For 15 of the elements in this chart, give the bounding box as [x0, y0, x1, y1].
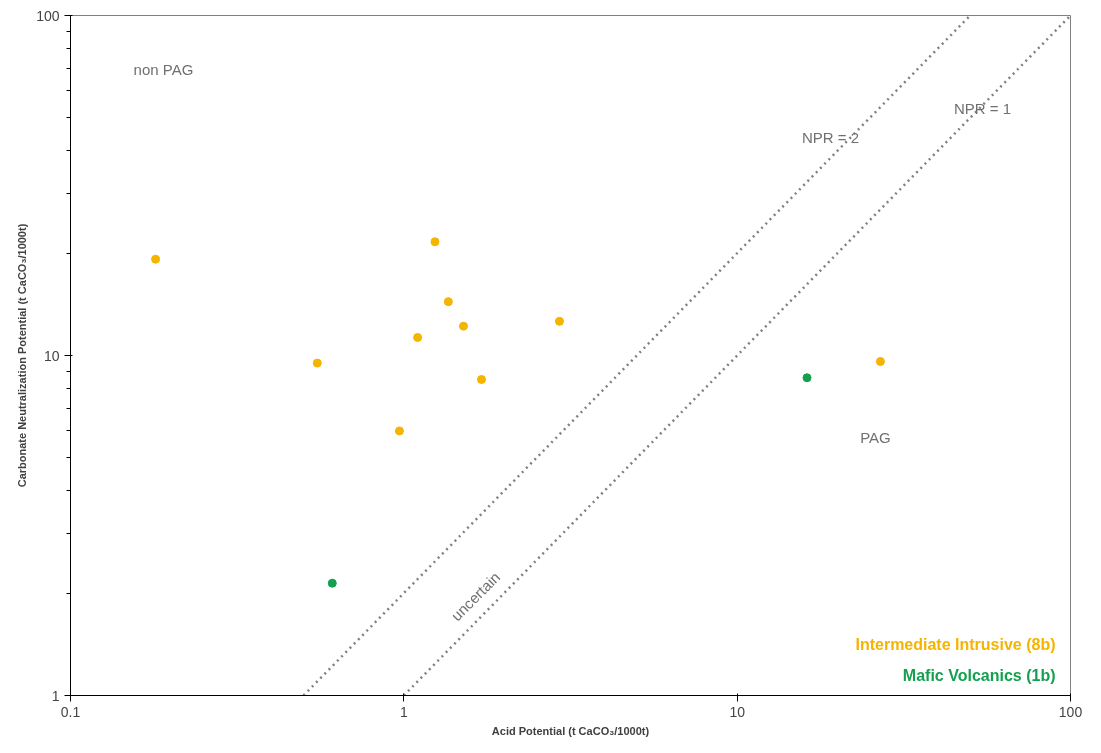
y-tick-label: 1	[51, 687, 60, 704]
annotation: PAG	[860, 428, 891, 446]
x-tick-label: 10	[729, 703, 746, 720]
x-tick-label: 100	[1058, 703, 1083, 720]
y-tick-label: 100	[36, 7, 60, 24]
y-axis-title: Carbonate Neutralization Potential (t CaCO₃/1000t)	[16, 223, 29, 488]
x-axis-title: Acid Potential (t CaCO₃/1000t)	[491, 724, 650, 737]
x-tick-label: 1	[399, 703, 408, 720]
annotation: non PAG	[133, 61, 194, 79]
text: Intermediate Intrusive (8b)	[855, 636, 1056, 653]
text: Mafic Volcanics (1b)	[902, 666, 1056, 684]
x-tick-label: 0.1	[60, 703, 81, 720]
annotation: NPR = 2	[801, 129, 860, 147]
annotation: NPR = 1	[953, 100, 1012, 118]
y-tick-label: 10	[43, 347, 60, 364]
